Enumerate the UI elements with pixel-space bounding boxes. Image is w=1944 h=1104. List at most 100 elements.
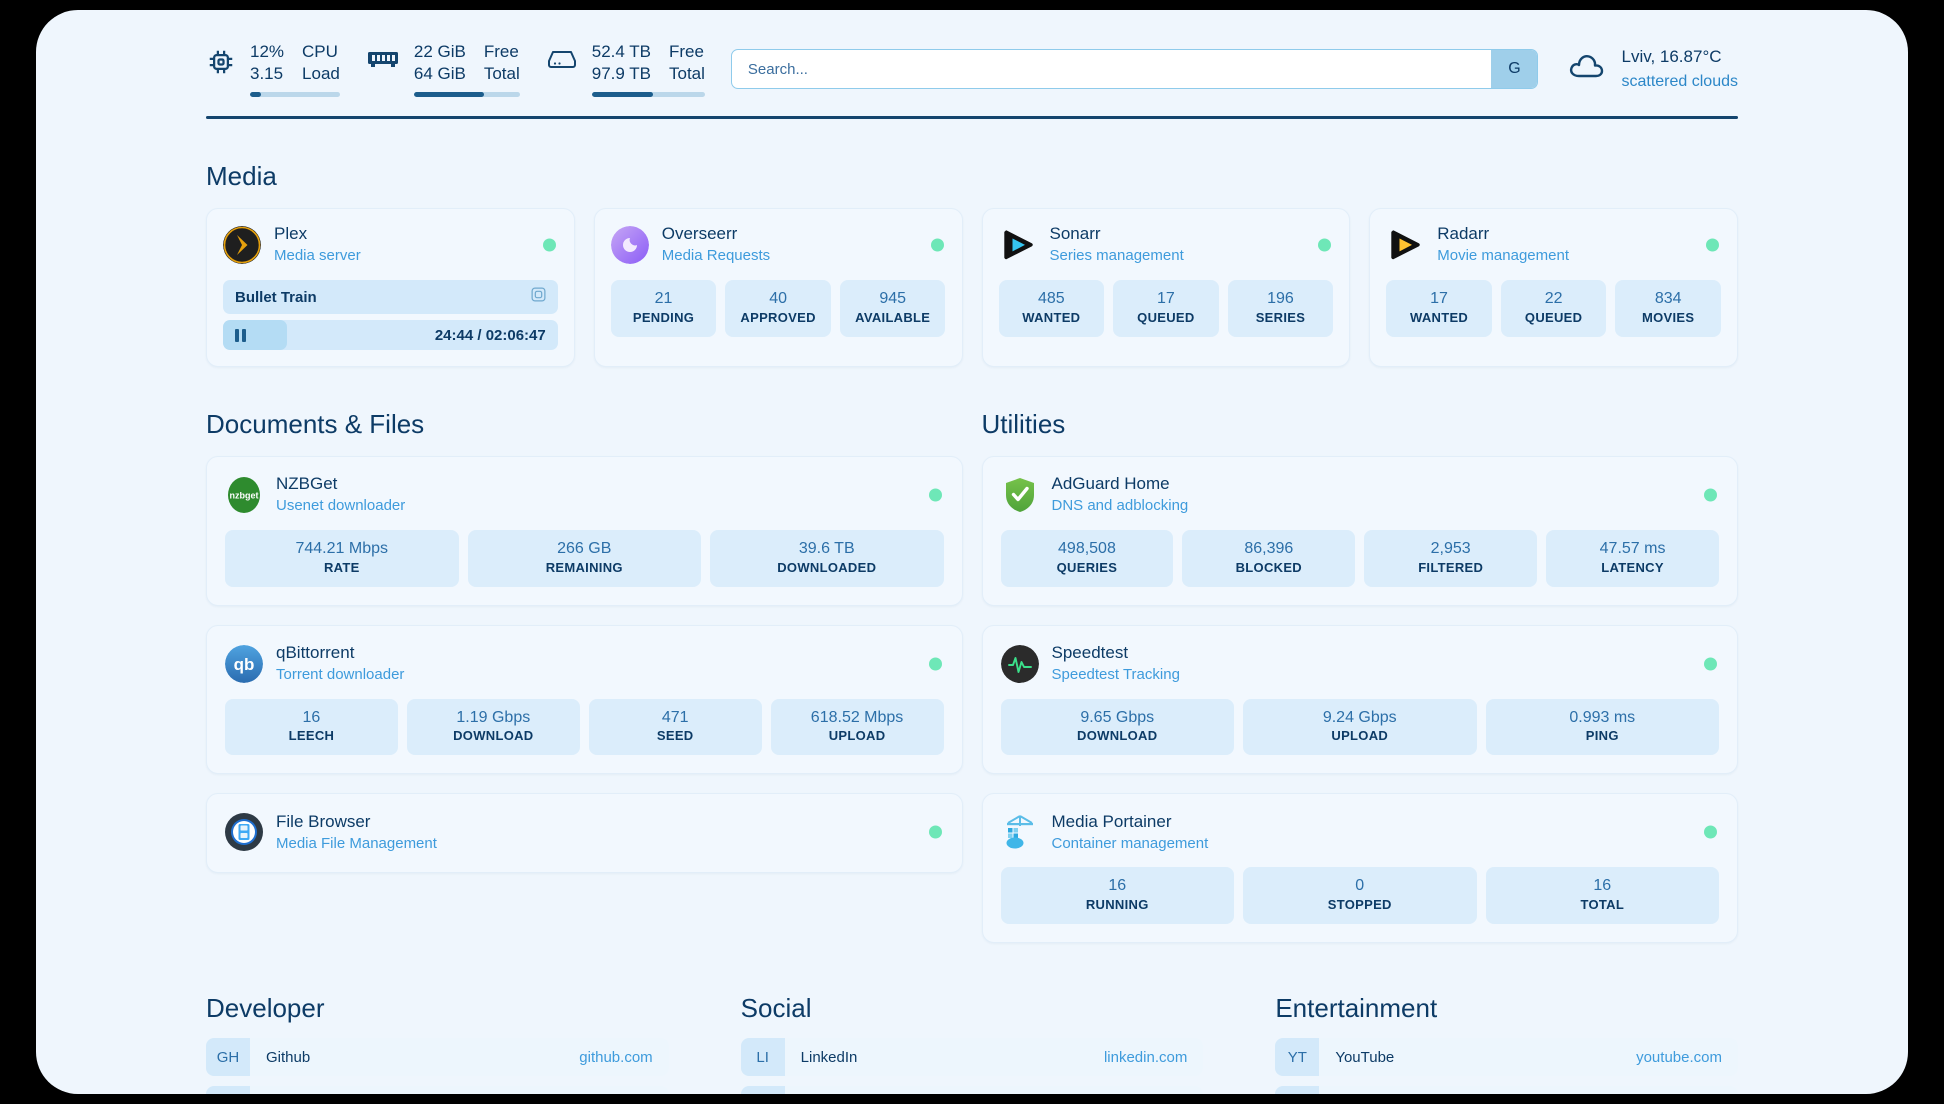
bookmark-row[interactable]: TW Twitter twitter.com — [740, 1086, 1204, 1094]
stat-tile-value: 471 — [661, 708, 689, 726]
service-card-header: Speedtest Speedtest Tracking — [1000, 642, 1720, 686]
stat-tile[interactable]: 744.21 Mbps RATE — [225, 530, 459, 587]
service-card[interactable]: Plex Media server Bullet Train 24:44 / 0… — [206, 208, 575, 367]
stat-progress-track — [250, 91, 340, 97]
service-card[interactable]: Radarr Movie management 17 WANTED 22 QUE… — [1369, 208, 1738, 367]
service-card[interactable]: qb qBittorrent Torrent downloader 16 LEE… — [206, 624, 963, 775]
bookmark-url: github.com — [579, 1048, 653, 1066]
weather-condition: scattered clouds — [1621, 72, 1738, 90]
stat-label-secondary: Load — [302, 64, 340, 83]
bookmark-row[interactable]: YT YouTube youtube.com — [1275, 1038, 1738, 1077]
now-playing-progress-fill — [223, 320, 287, 350]
bookmark-group: Entertainment YT YouTube youtube.com NF … — [1275, 993, 1738, 1094]
status-indicator-dot — [542, 238, 556, 252]
service-stat-tiles: 16 RUNNING 0 STOPPED 16 TOTAL — [1000, 867, 1719, 925]
bookmark-row[interactable]: LI LinkedIn linkedin.com — [740, 1038, 1204, 1077]
search-bar[interactable]: G — [730, 49, 1539, 89]
stat-tile[interactable]: 16 TOTAL — [1485, 867, 1719, 925]
stat-tile[interactable]: 21 PENDING — [610, 280, 717, 337]
bookmark-name: Twitter — [785, 1086, 1116, 1094]
status-indicator-dot — [1704, 825, 1717, 839]
stat-tile[interactable]: 17 QUEUED — [1113, 280, 1219, 337]
now-playing-progress[interactable]: 24:44 / 02:06:47 — [223, 320, 558, 350]
bookmark-list: YT YouTube youtube.com NF Netflix netfli… — [1275, 1038, 1738, 1094]
stat-tile[interactable]: 1.19 Gbps DOWNLOAD — [406, 698, 580, 756]
cast-icon[interactable] — [531, 287, 546, 307]
bookmark-group: Social LI LinkedIn linkedin.com TW Twitt… — [740, 993, 1204, 1094]
pause-icon[interactable] — [235, 328, 246, 342]
service-card[interactable]: nzbget NZBGet Usenet downloader 744.21 M… — [206, 456, 963, 606]
stat-tile-label: RUNNING — [1085, 897, 1149, 913]
stat-tile-label: UPLOAD — [1331, 728, 1389, 744]
stat-tile[interactable]: 945 AVAILABLE — [839, 280, 946, 337]
stat-tile-value: 16 — [302, 708, 321, 726]
stat-tile[interactable]: 16 RUNNING — [1000, 867, 1234, 925]
stat-tile[interactable]: 17 WANTED — [1386, 280, 1492, 337]
service-card-header: AdGuard Home DNS and adblocking — [1001, 473, 1720, 517]
service-card[interactable]: AdGuard Home DNS and adblocking 498,508 … — [981, 456, 1738, 606]
stat-tile[interactable]: 471 SEED — [588, 698, 762, 756]
service-card[interactable]: File Browser Media File Management — [206, 793, 963, 874]
stat-tile-value: 86,396 — [1244, 540, 1294, 557]
stat-tile[interactable]: 834 MOVIES — [1615, 280, 1721, 337]
bookmark-row[interactable]: NF Netflix netflix.com — [1275, 1086, 1738, 1094]
sonarr-icon — [999, 226, 1037, 264]
search-input[interactable] — [731, 50, 1492, 88]
stat-value-primary: 12% — [250, 42, 285, 62]
bookmark-row[interactable]: SO StackOverflow stackoverflow.com — [206, 1086, 669, 1094]
stat-tile[interactable]: 40 APPROVED — [725, 280, 831, 337]
service-stat-tiles: 16 LEECH 1.19 Gbps DOWNLOAD 471 SEED 618… — [225, 698, 944, 756]
stat-tile[interactable]: 86,396 BLOCKED — [1182, 530, 1356, 587]
service-name: AdGuard Home — [1051, 474, 1170, 494]
stat-tile[interactable]: 9.24 Gbps UPLOAD — [1243, 698, 1477, 756]
service-description: DNS and adblocking — [1051, 497, 1189, 515]
stat-tile[interactable]: 39.6 TB DOWNLOADED — [710, 530, 944, 587]
service-card[interactable]: Sonarr Series management 485 WANTED 17 Q… — [981, 208, 1351, 367]
stat-tile[interactable]: 498,508 QUERIES — [1000, 530, 1174, 587]
stat-tile-label: REMAINING — [545, 559, 623, 575]
stat-tile-label: TOTAL — [1580, 897, 1625, 913]
service-name: Sonarr — [1049, 224, 1101, 244]
stat-tile-label: AVAILABLE — [855, 309, 931, 325]
speedtest-icon — [1000, 644, 1039, 683]
stat-progress-track — [413, 91, 520, 97]
stat-tile[interactable]: 0 STOPPED — [1243, 867, 1477, 925]
service-name: NZBGet — [276, 474, 338, 494]
status-indicator-dot — [930, 238, 944, 252]
stat-tile-value: 945 — [879, 290, 907, 307]
service-card-header: Sonarr Series management — [999, 223, 1334, 267]
stat-tile-value: 266 GB — [557, 540, 612, 557]
now-playing-title: Bullet Train — [235, 288, 317, 306]
service-card[interactable]: Overseerr Media Requests 21 PENDING 40 A… — [593, 208, 963, 367]
stat-tile[interactable]: 196 SERIES — [1227, 280, 1334, 337]
bookmark-row[interactable]: GH Github github.com — [206, 1038, 669, 1077]
stat-tile[interactable]: 16 LEECH — [225, 698, 398, 756]
stat-tile[interactable]: 22 QUEUED — [1500, 280, 1607, 337]
status-indicator-dot — [1706, 238, 1719, 252]
section-title-media: Media — [206, 161, 277, 191]
stat-tile[interactable]: 0.993 ms PING — [1485, 698, 1719, 756]
search-submit-button[interactable]: G — [1491, 50, 1538, 88]
service-card-header: Plex Media server — [223, 223, 558, 267]
service-card[interactable]: Speedtest Speedtest Tracking 9.65 Gbps D… — [981, 624, 1738, 775]
service-card[interactable]: Media Portainer Container management 16 … — [981, 793, 1738, 944]
status-indicator-dot — [1704, 657, 1717, 671]
stat-tile[interactable]: 2,953 FILTERED — [1364, 530, 1538, 587]
bookmark-url: linkedin.com — [1103, 1048, 1188, 1066]
stat-tile[interactable]: 618.52 Mbps UPLOAD — [770, 698, 944, 756]
stat-value-primary: 22 GiB — [413, 42, 466, 62]
bookmark-name: LinkedIn — [800, 1048, 858, 1066]
stat-tile-value: 2,953 — [1430, 540, 1471, 557]
service-stat-tiles: 21 PENDING 40 APPROVED 945 AVAILABLE — [610, 280, 946, 337]
stat-tile[interactable]: 266 GB REMAINING — [467, 530, 701, 587]
stat-tile[interactable]: 9.65 Gbps DOWNLOAD — [1000, 698, 1234, 756]
bookmark-abbr: TW — [740, 1086, 785, 1094]
stat-tile-label: SERIES — [1255, 309, 1306, 325]
header-bar: 12% 3.15 CPU Load 22 GiB 64 — [36, 10, 1908, 102]
stat-tile-value: 618.52 Mbps — [810, 708, 904, 726]
stat-tile[interactable]: 485 WANTED — [998, 280, 1105, 337]
service-card-header: File Browser Media File Management — [225, 810, 944, 854]
service-description: Container management — [1051, 834, 1209, 852]
stat-tile-label: PING — [1585, 728, 1619, 744]
stat-tile[interactable]: 47.57 ms LATENCY — [1546, 530, 1719, 587]
